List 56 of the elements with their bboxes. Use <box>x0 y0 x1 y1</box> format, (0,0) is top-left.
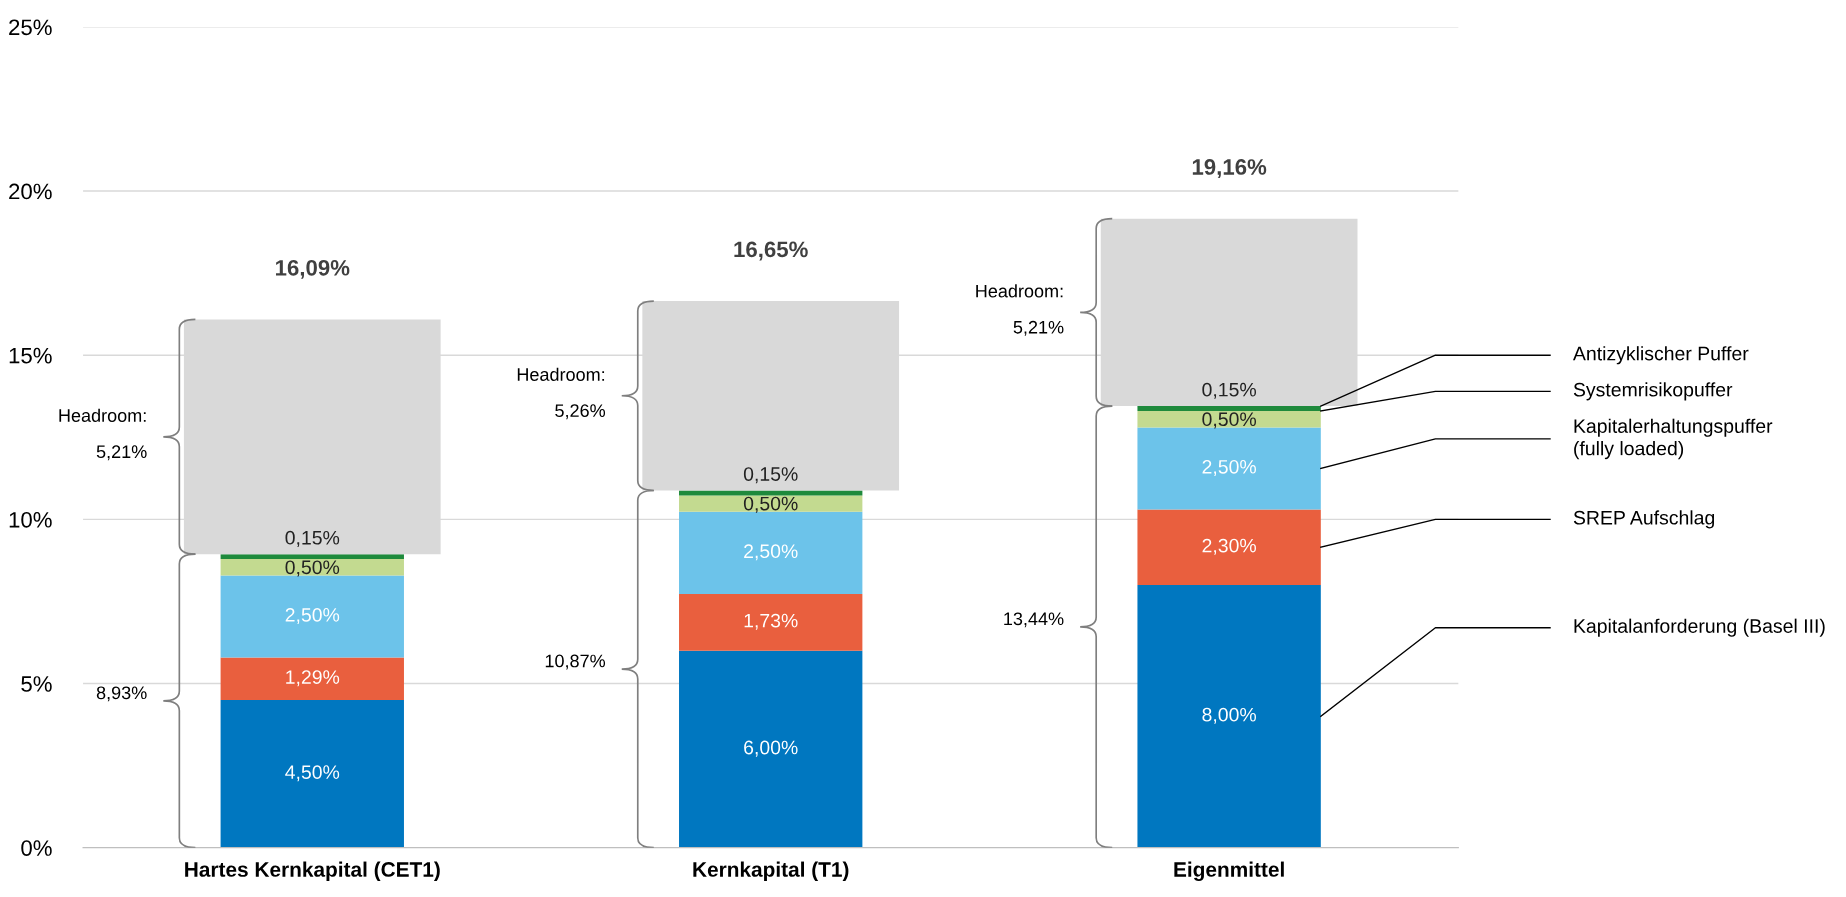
annotation: 13,44% <box>1004 612 1064 628</box>
text: Kapitalanforderung (Basel III) <box>1574 618 1825 637</box>
data-label: 4,50% <box>285 765 340 782</box>
total-label: 16,09% <box>276 259 350 279</box>
annotation: Headroom: <box>976 284 1063 298</box>
annotation: 5,26% <box>555 404 606 420</box>
bar <box>679 650 863 848</box>
data-label: 0,50% <box>743 496 798 513</box>
data-label: 2,50% <box>285 607 340 625</box>
bar <box>679 511 863 594</box>
bar <box>679 593 863 651</box>
data-label: 0,15% <box>743 467 798 484</box>
x-tick-label: Eigenmittel <box>1174 861 1284 882</box>
annotation: 8,93% <box>96 686 147 702</box>
bar <box>679 495 863 512</box>
text: Antizyklischer Puffer <box>1572 346 1749 365</box>
bar <box>220 575 404 658</box>
data-label: 1,29% <box>286 670 340 687</box>
bar <box>1137 406 1321 412</box>
annotation: Headroom: <box>517 367 605 381</box>
data-label: 1,73% <box>744 613 798 630</box>
bar <box>1137 509 1321 586</box>
bar <box>220 559 404 576</box>
data-label: 0,15% <box>285 530 340 547</box>
bar <box>220 699 404 848</box>
text: SREP Aufschlag <box>1573 510 1715 529</box>
y-tick-label: 15% <box>9 347 52 364</box>
annotation: Headroom: <box>59 408 146 422</box>
y-tick-label: 0% <box>21 840 52 856</box>
data-label: 2,50% <box>1202 459 1256 476</box>
bar <box>1137 411 1321 428</box>
data-label: 0,50% <box>1202 412 1256 429</box>
bar <box>220 657 404 700</box>
annotation: 10,87% <box>545 654 606 670</box>
data-label: 8,00% <box>1202 707 1256 724</box>
data-label: 2,30% <box>1202 538 1256 555</box>
data-label: 0,15% <box>1202 382 1256 399</box>
bar <box>1137 427 1321 510</box>
data-label: 2,50% <box>744 544 798 561</box>
text: Kapitalerhaltungspuffer (fully loaded) <box>1574 418 1773 460</box>
x-tick-label: Kernkapital (T1) <box>693 861 849 881</box>
annotation: 5,21% <box>96 445 147 461</box>
data-label: 0,50% <box>285 560 340 577</box>
bar <box>220 554 404 560</box>
y-tick-label: 5% <box>21 676 52 692</box>
y-tick-label: 10% <box>9 511 52 528</box>
text: Systemrisikopuffer <box>1573 382 1733 401</box>
y-tick-label: 25% <box>9 19 52 36</box>
x-tick-label: Hartes Kernkapital (CET1) <box>185 861 440 881</box>
total-label: 19,16% <box>1192 159 1267 179</box>
y-tick-label: 20% <box>9 183 52 200</box>
bar <box>1137 585 1321 848</box>
total-label: 16,65% <box>734 241 808 261</box>
annotation: 5,21% <box>1013 320 1064 336</box>
bar <box>679 490 863 496</box>
data-label: 6,00% <box>744 740 798 757</box>
